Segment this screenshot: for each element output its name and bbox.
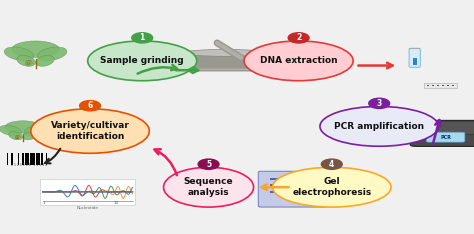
Bar (409, 48, 420, 49)
Ellipse shape (12, 41, 59, 57)
Text: 6: 6 (87, 101, 93, 110)
Bar (442, 84, 444, 86)
Text: Gel
electrophoresis: Gel electrophoresis (292, 178, 372, 197)
Ellipse shape (36, 55, 55, 66)
Bar (30, 154, 35, 165)
Ellipse shape (273, 167, 391, 207)
Bar (18, 154, 19, 165)
FancyBboxPatch shape (409, 48, 420, 67)
Polygon shape (192, 56, 258, 68)
Text: DNA extraction: DNA extraction (260, 56, 337, 65)
Bar (36, 154, 40, 165)
Text: 4: 4 (329, 160, 335, 169)
Text: 3: 3 (376, 99, 382, 108)
Bar (427, 84, 429, 86)
Circle shape (369, 98, 390, 109)
Bar (41, 154, 43, 165)
Ellipse shape (185, 49, 265, 56)
Text: 0 1 2 3 0 0 8   3 5 5 3 2: 0 1 2 3 0 0 8 3 5 5 3 2 (11, 163, 47, 167)
Bar (270, 184, 280, 186)
Bar (288, 198, 298, 200)
Ellipse shape (24, 125, 46, 135)
Circle shape (132, 33, 153, 43)
Text: PCR: PCR (440, 135, 451, 140)
Circle shape (80, 101, 100, 111)
Text: 5: 5 (206, 160, 211, 169)
Bar (437, 84, 439, 86)
Bar (452, 84, 454, 86)
Ellipse shape (37, 47, 67, 61)
Ellipse shape (88, 41, 197, 81)
Bar (432, 84, 434, 86)
Bar (46, 154, 47, 165)
Ellipse shape (4, 47, 34, 61)
Ellipse shape (164, 167, 254, 207)
Bar (447, 84, 449, 86)
Text: Variety/cultivar
identification: Variety/cultivar identification (51, 121, 129, 141)
FancyBboxPatch shape (258, 171, 328, 207)
Bar (306, 191, 316, 193)
Ellipse shape (9, 132, 23, 140)
Polygon shape (185, 53, 265, 71)
Ellipse shape (5, 121, 40, 133)
Text: Sequence
analysis: Sequence analysis (184, 178, 233, 197)
Bar (424, 83, 456, 88)
Text: Sample grinding: Sample grinding (100, 56, 184, 65)
Bar (11, 154, 13, 165)
Bar (7, 154, 8, 165)
Ellipse shape (320, 106, 438, 146)
FancyBboxPatch shape (410, 120, 474, 146)
Bar (22, 154, 24, 165)
Bar (288, 178, 298, 180)
Circle shape (321, 159, 342, 169)
Text: 10: 10 (114, 201, 119, 205)
Ellipse shape (23, 132, 37, 140)
Text: PCR amplification: PCR amplification (334, 122, 424, 131)
Text: 2: 2 (296, 33, 301, 42)
Text: 1: 1 (43, 201, 45, 205)
Ellipse shape (31, 109, 149, 153)
Text: 1: 1 (139, 33, 145, 42)
Bar (306, 184, 316, 186)
Circle shape (198, 159, 219, 169)
Text: Nucleotide: Nucleotide (77, 206, 99, 210)
Bar (413, 58, 417, 66)
FancyBboxPatch shape (426, 132, 465, 142)
Circle shape (288, 33, 309, 43)
Ellipse shape (17, 55, 36, 66)
Bar (26, 154, 28, 165)
Ellipse shape (0, 125, 21, 135)
Bar (306, 178, 316, 180)
Bar (270, 191, 280, 193)
Bar (270, 178, 280, 180)
FancyBboxPatch shape (411, 121, 474, 134)
Bar (288, 184, 298, 186)
Bar (40, 179, 135, 205)
Ellipse shape (244, 41, 353, 81)
